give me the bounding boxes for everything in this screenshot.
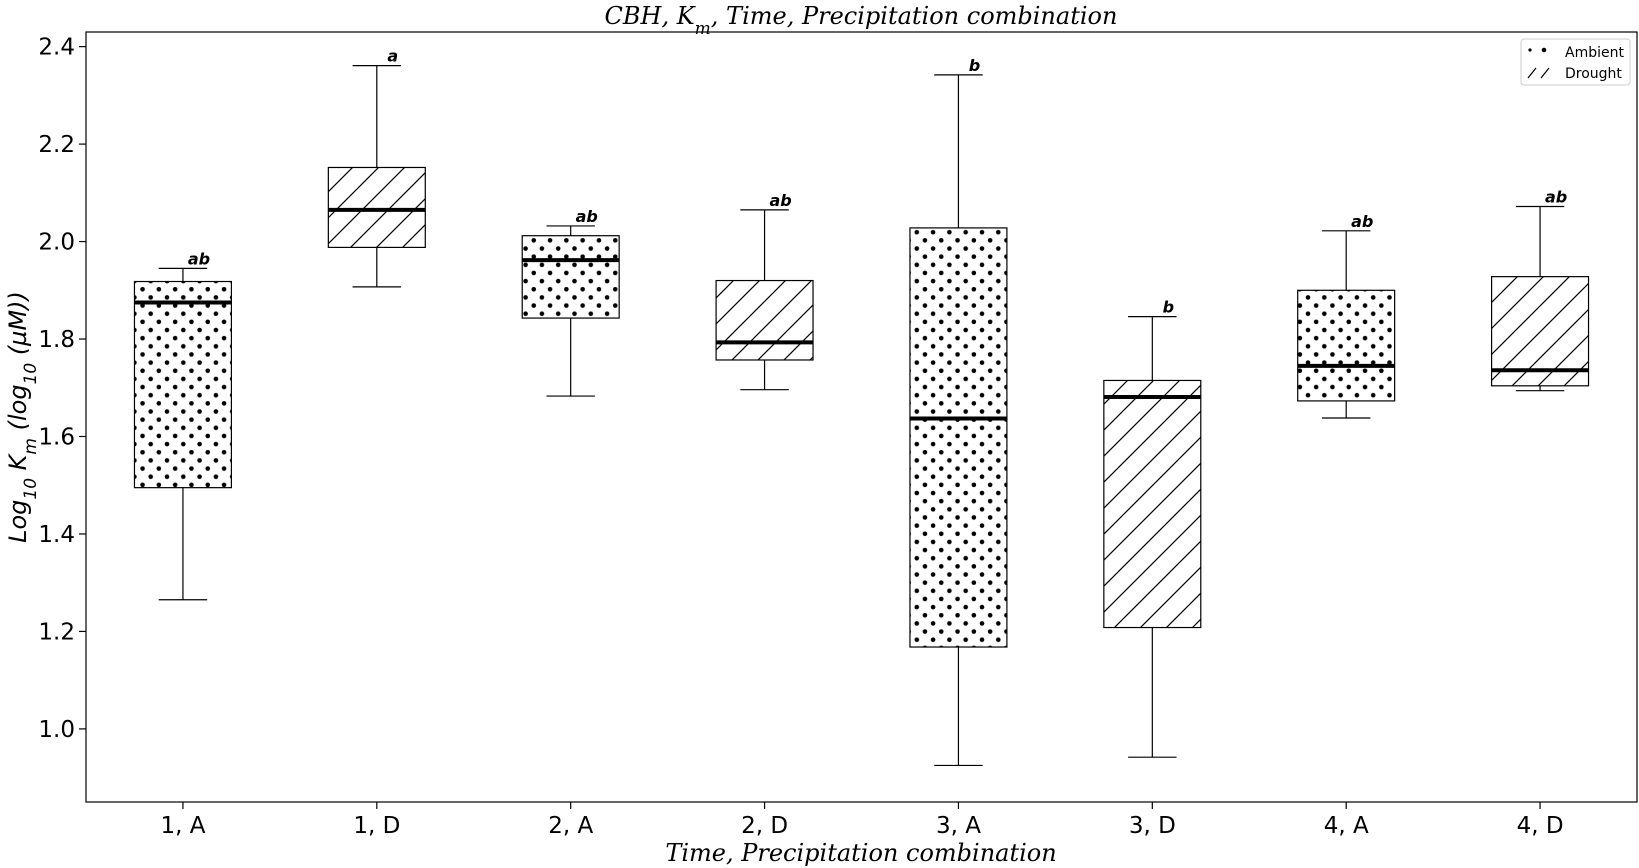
y-tick-label: 1.8 bbox=[38, 327, 75, 353]
x-tick-label: 3, D bbox=[1129, 813, 1176, 839]
significance-label: ab bbox=[1545, 187, 1567, 206]
box-body bbox=[715, 279, 814, 361]
legend-swatch-hatch bbox=[1527, 67, 1550, 79]
box-body bbox=[1297, 289, 1396, 402]
box-5 bbox=[909, 74, 1008, 767]
significance-label: ab bbox=[769, 191, 791, 210]
y-label-subscript: m bbox=[21, 438, 41, 455]
legend-swatch-dots bbox=[1528, 47, 1547, 53]
y-tick-label: 1.4 bbox=[38, 522, 75, 548]
box-body bbox=[521, 235, 620, 319]
y-tick-label: 2.2 bbox=[38, 132, 75, 158]
legend-hatch-line bbox=[1540, 67, 1550, 79]
x-tick-label: 2, A bbox=[548, 813, 593, 839]
y-label-part: Log bbox=[4, 500, 32, 543]
significance-label: ab bbox=[1351, 212, 1373, 231]
title-part: CBH, K bbox=[605, 2, 697, 30]
x-tick-label: 2, D bbox=[741, 813, 788, 839]
y-label-subscript: 10 bbox=[21, 478, 41, 500]
y-tick-label: 1.2 bbox=[38, 619, 75, 645]
x-axis: 1, A 1, D 2, A 2, D 3, A 3, D 4, A 4, D bbox=[160, 802, 1564, 839]
title-part: , Time, Precipitation combination bbox=[711, 2, 1118, 30]
box-group bbox=[133, 65, 1590, 767]
legend-label: Ambient bbox=[1565, 45, 1624, 61]
significance-label: ab bbox=[188, 249, 210, 268]
significance-labels: ab a ab ab b b ab ab bbox=[188, 47, 1567, 317]
x-tick-label: 1, A bbox=[160, 813, 205, 839]
box-2 bbox=[327, 65, 426, 288]
legend-dot bbox=[1528, 48, 1532, 52]
box-1 bbox=[133, 267, 233, 601]
box-body bbox=[133, 280, 233, 489]
title-subscript: m bbox=[695, 19, 711, 39]
y-label-part: (log bbox=[4, 384, 32, 438]
box-body bbox=[1103, 379, 1202, 629]
significance-label: a bbox=[387, 47, 398, 66]
x-axis-label: Time, Precipitation combination bbox=[665, 839, 1056, 867]
legend: Ambient Drought bbox=[1520, 38, 1631, 86]
box-body bbox=[909, 227, 1008, 648]
x-tick-label: 3, A bbox=[936, 813, 981, 839]
significance-label: ab bbox=[576, 207, 598, 226]
box-6 bbox=[1103, 316, 1202, 758]
significance-label: b bbox=[1163, 298, 1174, 317]
legend-dot bbox=[1541, 47, 1547, 53]
y-tick-label: 2.0 bbox=[38, 230, 75, 256]
box-8 bbox=[1490, 205, 1590, 392]
plot-frame bbox=[85, 31, 1638, 803]
x-tick-label: 4, A bbox=[1324, 813, 1369, 839]
y-label-subscript: 10 bbox=[21, 363, 41, 385]
x-tick-label: 1, D bbox=[353, 813, 400, 839]
legend-frame bbox=[1520, 38, 1631, 86]
y-tick-label: 2.4 bbox=[38, 35, 75, 61]
y-label-part: (µM)) bbox=[4, 291, 32, 363]
box-4 bbox=[715, 209, 814, 391]
y-axis-label: Log10 Km (log10 (µM)) bbox=[4, 291, 41, 543]
y-tick-label: 1.6 bbox=[38, 424, 75, 450]
chart-title: CBH, Km, Time, Precipitation combination bbox=[605, 2, 1118, 39]
significance-label: b bbox=[969, 56, 980, 75]
y-tick-label: 1.0 bbox=[38, 717, 75, 743]
box-body bbox=[1490, 276, 1590, 387]
x-tick-label: 4, D bbox=[1517, 813, 1564, 839]
legend-label: Drought bbox=[1565, 66, 1622, 82]
y-label-part: K bbox=[4, 452, 32, 478]
legend-hatch-line bbox=[1527, 67, 1537, 79]
box-3 bbox=[521, 225, 620, 397]
box-body bbox=[327, 166, 426, 249]
box-7 bbox=[1297, 230, 1396, 419]
y-axis: 1.0 1.2 1.4 1.6 1.8 2.0 2.2 2.4 bbox=[38, 35, 86, 743]
